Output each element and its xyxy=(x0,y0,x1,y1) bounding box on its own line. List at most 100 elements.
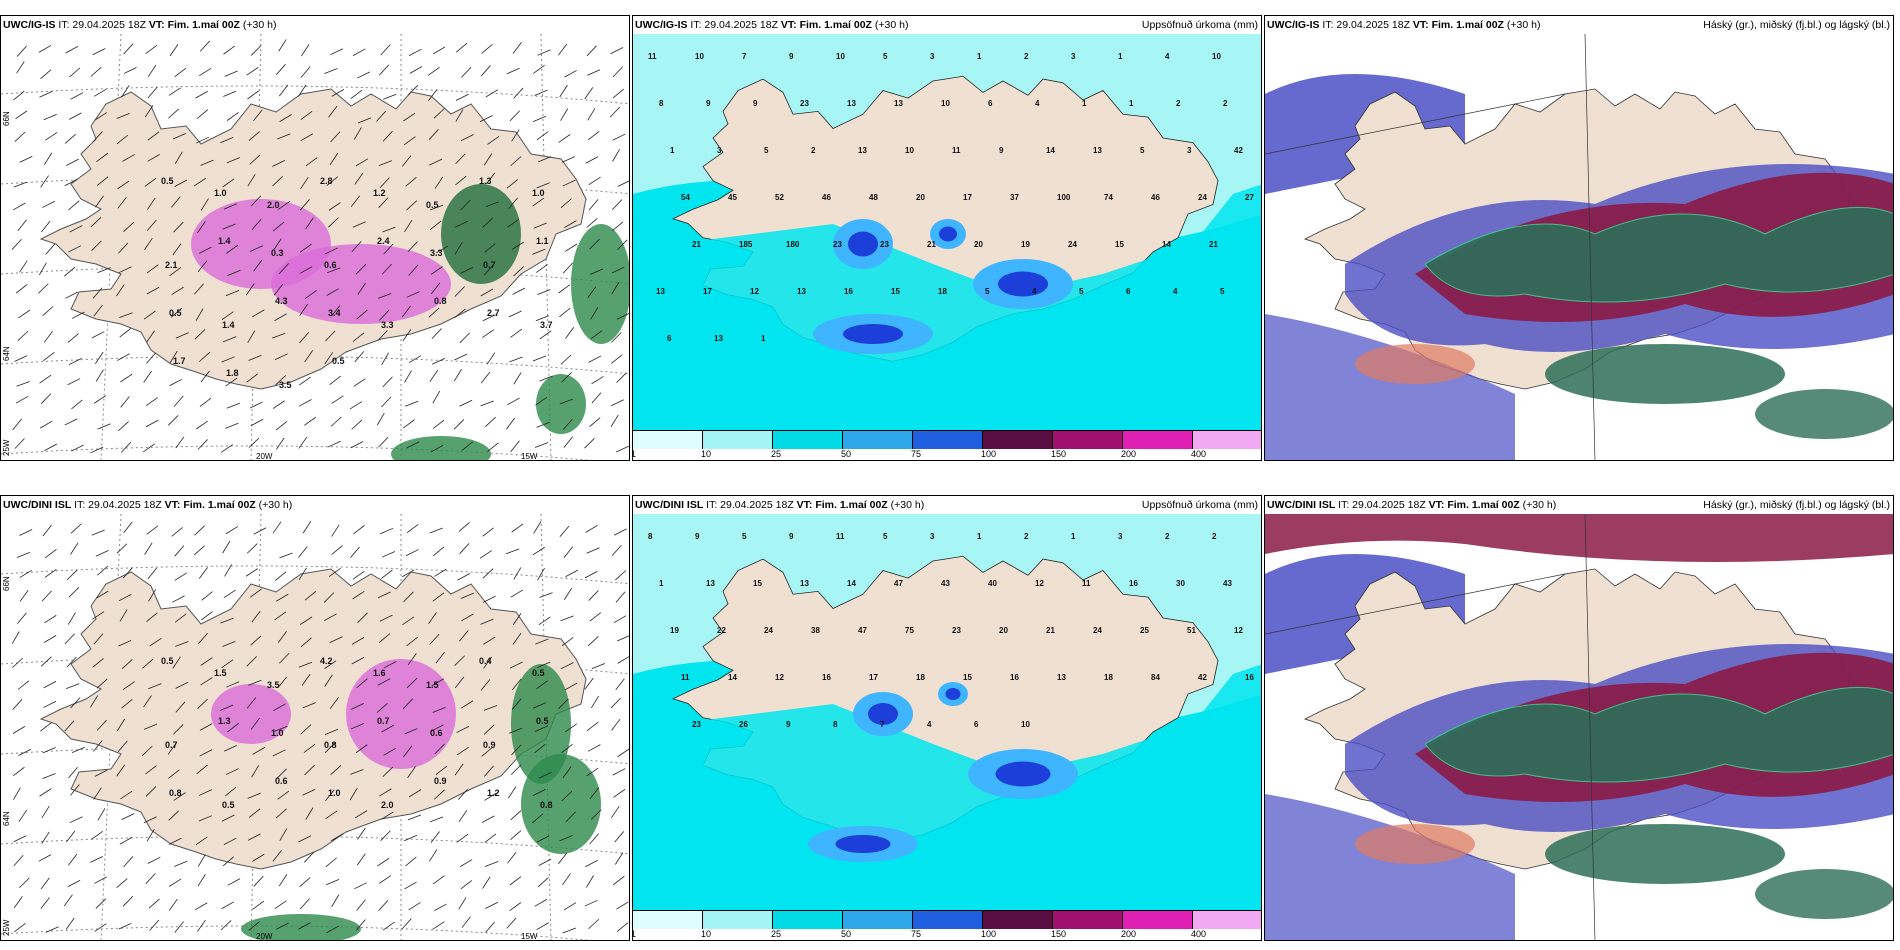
wind-barb xyxy=(67,333,79,343)
precip-value-label: 38 xyxy=(811,626,820,635)
wind-barb xyxy=(610,414,619,428)
wind-barb xyxy=(483,636,496,645)
wind-barb xyxy=(196,109,209,119)
wind-barb xyxy=(587,131,600,141)
wind-barb xyxy=(66,569,78,581)
wind-barb xyxy=(97,176,109,186)
wind-barb xyxy=(42,351,55,362)
wind-barb xyxy=(510,589,524,598)
precip-value-label: 4 xyxy=(1032,287,1037,296)
wind-barb xyxy=(273,238,282,251)
wind-barb xyxy=(533,222,547,229)
wind-barb xyxy=(246,67,259,76)
wind-barb xyxy=(146,286,160,295)
wind-barb xyxy=(405,549,419,557)
wind-barb xyxy=(223,837,237,845)
wind-barb xyxy=(537,289,551,296)
wind-barb xyxy=(610,47,624,55)
wind-value-label: 3.7 xyxy=(540,320,553,330)
wind-barb xyxy=(350,703,365,710)
wind-barb xyxy=(454,353,468,361)
precip-value-label: 25 xyxy=(1140,626,1149,635)
precip-value-label: 1 xyxy=(1071,532,1076,541)
wind-value-label: 4.2 xyxy=(320,656,333,666)
wind-barb xyxy=(404,370,412,383)
precip-value-label: 10 xyxy=(695,52,704,61)
wind-barb xyxy=(198,567,208,579)
wind-barb xyxy=(278,874,288,887)
colorbar-label: 50 xyxy=(841,929,852,939)
precip-value-label: 10 xyxy=(941,99,950,108)
wind-barb xyxy=(432,706,446,713)
wind-barb xyxy=(328,105,338,118)
wind-barb xyxy=(97,267,111,273)
wind-barb xyxy=(379,875,392,884)
wind-barb xyxy=(430,266,443,275)
wind-barb xyxy=(64,633,75,645)
wind-barb xyxy=(381,396,392,408)
wind-barb xyxy=(611,544,622,556)
wind-barb xyxy=(13,766,25,776)
wind-value-label: 2.0 xyxy=(267,200,280,210)
wind-barb xyxy=(195,136,210,144)
wind-barb xyxy=(324,674,333,687)
wind-barb xyxy=(508,310,522,318)
wind-barb xyxy=(40,175,49,188)
wind-barb xyxy=(174,921,184,933)
wind-barb xyxy=(407,85,419,96)
wind-barb xyxy=(406,200,418,211)
wind-barb xyxy=(433,108,445,119)
wind-barb xyxy=(536,182,550,189)
wind-barb xyxy=(94,923,107,932)
wind-barb xyxy=(350,89,363,99)
wind-barb xyxy=(613,789,626,798)
wind-barb xyxy=(96,719,107,731)
wind-barb xyxy=(557,852,568,865)
precip-value-label: 6 xyxy=(1126,287,1131,296)
wind-barb xyxy=(326,925,339,934)
wind-barb xyxy=(460,592,474,599)
wind-barb xyxy=(253,527,267,535)
precip-value-label: 9 xyxy=(695,532,700,541)
wind-barb xyxy=(116,878,128,888)
wind-barb xyxy=(562,766,572,779)
precip-contour xyxy=(835,835,891,853)
wind-barb xyxy=(354,810,368,819)
wind-barb xyxy=(168,769,180,779)
precip-value-label: 24 xyxy=(764,626,773,635)
wind-barb xyxy=(198,815,212,822)
wind-barb xyxy=(220,137,234,144)
wind-barb xyxy=(169,267,182,277)
wind-barb xyxy=(562,262,573,274)
wind-barb xyxy=(616,313,629,320)
precip-value-label: 13 xyxy=(1057,673,1066,682)
wind-barb xyxy=(120,373,133,383)
cloud-contour xyxy=(1424,686,1893,783)
wind-barb xyxy=(377,591,391,599)
wind-barb xyxy=(174,860,188,867)
colorbar-swatch xyxy=(983,911,1053,929)
wind-barb xyxy=(199,723,213,731)
wind-barb xyxy=(513,567,522,580)
precip-value-label: 8 xyxy=(648,532,653,541)
precip-value-label: 14 xyxy=(847,579,856,588)
wind-barb xyxy=(193,177,207,187)
precip-colorbar: 1 10 25 50 75 100 150 200 400 xyxy=(633,910,1261,940)
wind-barb xyxy=(538,616,551,626)
precip-value-label: 1 xyxy=(1082,99,1087,108)
precip-value-label: 1 xyxy=(761,334,766,343)
precip-value-label: 75 xyxy=(905,626,914,635)
wind-value-label: 3.3 xyxy=(430,248,443,258)
wind-barb xyxy=(429,527,443,534)
wind-barb xyxy=(401,155,412,167)
wind-barb xyxy=(406,524,419,534)
wind-barb xyxy=(220,617,234,624)
wind-barb xyxy=(303,743,316,753)
wind-barb xyxy=(357,612,368,623)
precip-value-label: 45 xyxy=(728,193,737,202)
wind-barb xyxy=(591,376,604,385)
wind-barb xyxy=(68,766,78,779)
wind-barb xyxy=(17,612,27,624)
wind-barb xyxy=(586,875,594,888)
wind-barb xyxy=(382,921,395,931)
